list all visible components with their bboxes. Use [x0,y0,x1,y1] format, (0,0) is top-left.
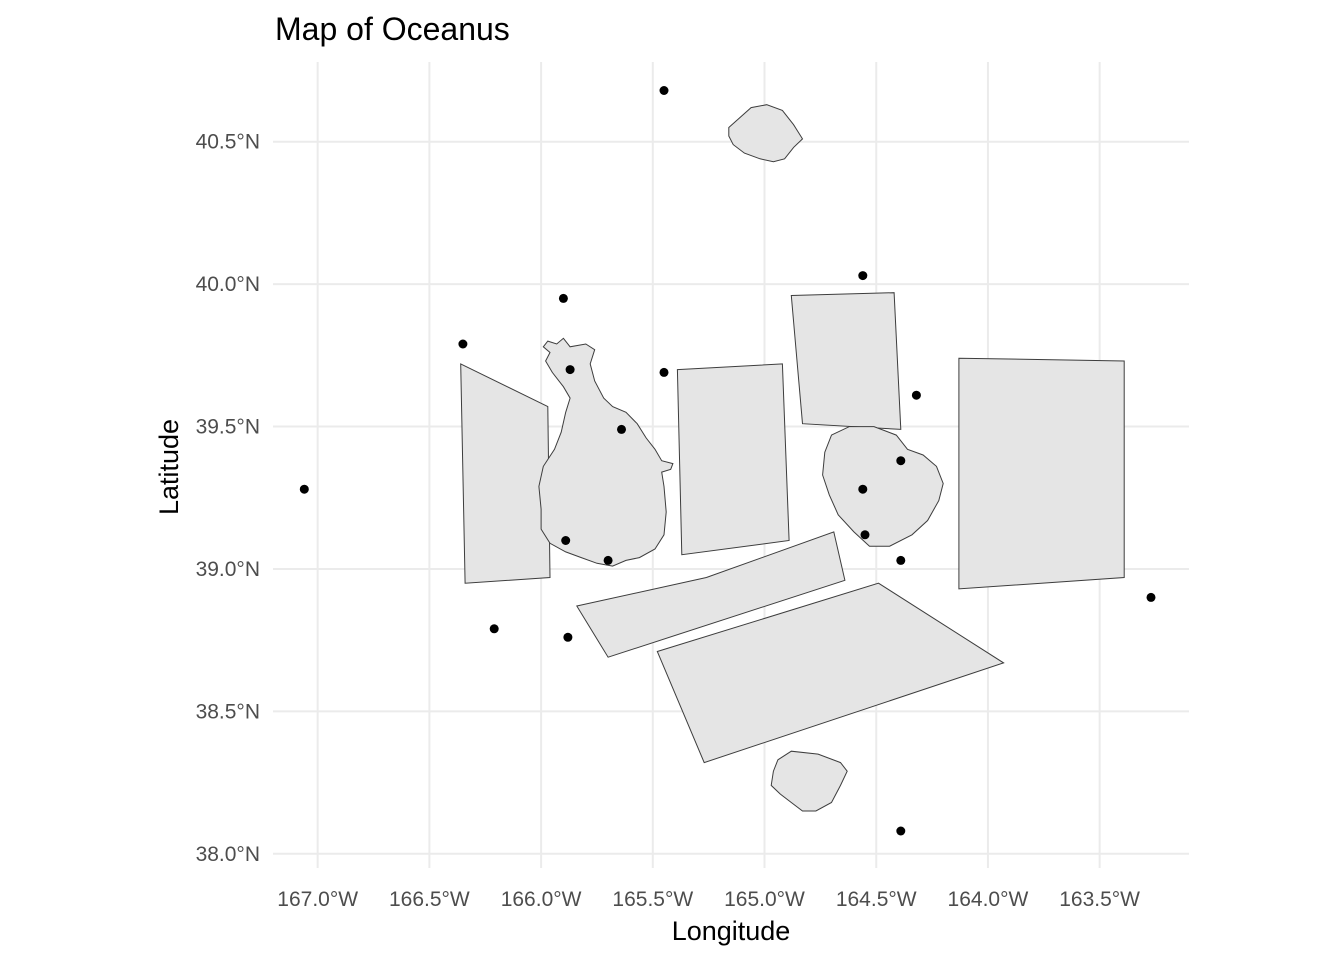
y-axis-title: Latitude [154,419,184,515]
map-point-1 [660,86,669,95]
map-point-15 [896,556,905,565]
map-region-2 [677,364,789,555]
x-tick-label: 164.0°W [948,888,1029,911]
map-point-11 [858,485,867,494]
y-tick-label: 38.0°N [196,843,260,866]
map-point-6 [660,368,669,377]
y-tick-label: 39.0°N [196,558,260,581]
map-point-5 [566,365,575,374]
map-point-19 [896,827,905,836]
x-tick-label: 166.0°W [501,888,582,911]
x-tick-label: 164.5°W [836,888,917,911]
map-point-4 [458,340,467,349]
y-tick-label: 40.5°N [196,131,260,154]
x-tick-label: 166.5°W [389,888,470,911]
y-tick-label: 38.5°N [196,700,260,723]
x-tick-label: 163.5°W [1059,888,1140,911]
map-region-3 [791,293,901,430]
map-point-17 [490,624,499,633]
map-point-3 [559,294,568,303]
map-point-8 [617,425,626,434]
map-point-13 [561,536,570,545]
x-tick-label: 167.0°W [277,888,358,911]
map-point-7 [912,391,921,400]
chart-title: Map of Oceanus [275,11,510,47]
map-point-14 [604,556,613,565]
map-point-18 [563,633,572,642]
map-point-2 [858,271,867,280]
x-axis-title: Longitude [672,916,791,946]
x-tick-label: 165.5°W [612,888,693,911]
map-point-12 [861,530,870,539]
map-point-9 [896,456,905,465]
map-region-4 [959,358,1124,589]
x-tick-label: 165.0°W [724,888,805,911]
map-point-10 [300,485,309,494]
map-point-16 [1147,593,1156,602]
y-tick-label: 39.5°N [196,416,260,439]
y-tick-label: 40.0°N [196,273,260,296]
